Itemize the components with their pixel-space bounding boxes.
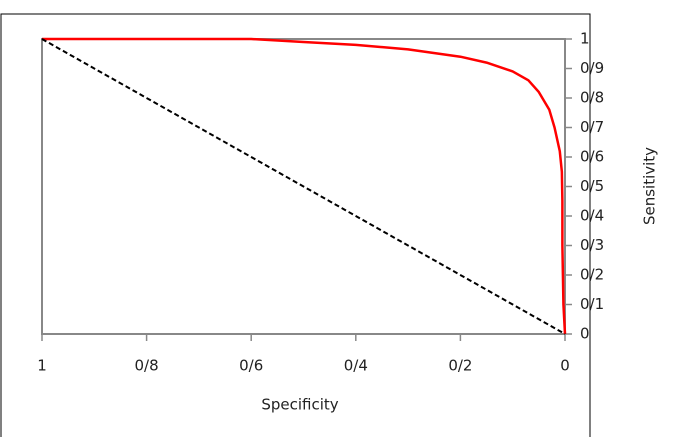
y-tick-label: 0/9: [580, 59, 604, 77]
y-axis-title: Sensitivity: [641, 147, 659, 225]
y-tick-label: 0/1: [580, 295, 604, 313]
x-tick-label: 0: [560, 357, 570, 375]
y-tick-label: 1: [580, 30, 590, 48]
y-tick-label: 0/3: [580, 236, 604, 254]
x-axis-title: Specificity: [261, 396, 338, 414]
y-tick-label: 0: [580, 325, 590, 343]
roc-curve: [42, 37, 567, 335]
y-tick-label: 0/7: [580, 118, 604, 136]
x-tick-label: 0/2: [448, 357, 472, 375]
x-tick-label: 0/4: [344, 357, 368, 375]
x-tick-label: 0/6: [239, 357, 263, 375]
y-tick-label: 0/4: [580, 207, 604, 225]
y-tick-label: 0/8: [580, 89, 604, 107]
y-tick-label: 0/2: [580, 266, 604, 284]
reference-line: [41, 38, 566, 335]
y-tick-label: 0/6: [580, 148, 604, 166]
y-tick-label: 0/5: [580, 177, 604, 195]
frame: [0, 13, 591, 441]
x-tick-label: 0/8: [135, 357, 159, 375]
x-tick-label: 1: [37, 357, 47, 375]
